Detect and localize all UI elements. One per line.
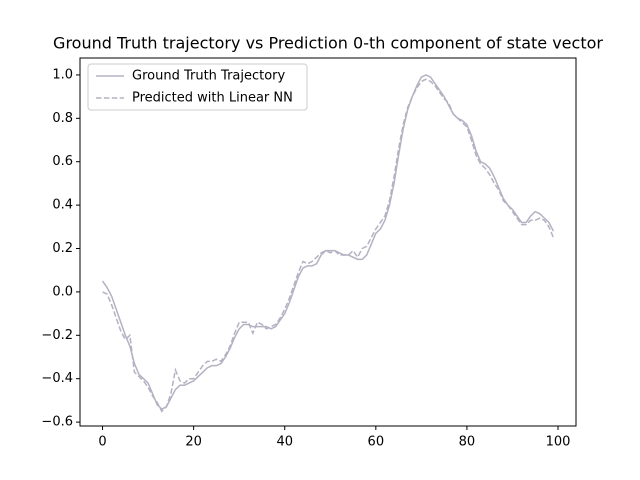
y-tick-label: 0.4 bbox=[52, 198, 73, 213]
x-tick-label: 100 bbox=[546, 435, 571, 450]
y-tick-label: 0.8 bbox=[52, 111, 73, 126]
series-line bbox=[101, 74, 555, 410]
legend-label: Ground Truth Trajectory bbox=[132, 69, 286, 84]
x-tick-label: 80 bbox=[459, 435, 476, 450]
y-tick-label: 0.0 bbox=[52, 284, 73, 299]
y-tick-label: −0.6 bbox=[41, 415, 73, 430]
chart-title: Ground Truth trajectory vs Prediction 0-… bbox=[53, 34, 603, 53]
x-tick-label: 60 bbox=[368, 435, 385, 450]
plot-frame bbox=[79, 57, 577, 427]
y-tick-label: 1.0 bbox=[52, 67, 73, 82]
y-tick-label: 0.6 bbox=[52, 154, 73, 169]
y-tick-label: −0.4 bbox=[41, 371, 73, 386]
x-tick-label: 0 bbox=[98, 435, 106, 450]
series-line bbox=[102, 78, 555, 413]
y-tick-label: 0.2 bbox=[52, 241, 73, 256]
legend-label: Predicted with Linear NN bbox=[132, 91, 293, 106]
y-tick-label: −0.2 bbox=[41, 328, 73, 343]
x-tick-label: 40 bbox=[276, 435, 293, 450]
x-tick-label: 20 bbox=[185, 435, 202, 450]
legend-box bbox=[87, 63, 308, 111]
